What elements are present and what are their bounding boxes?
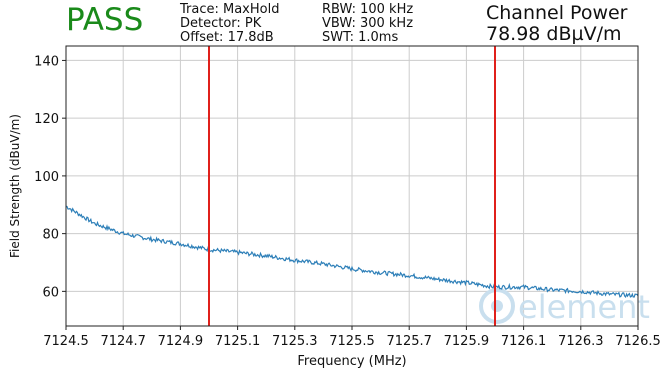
y-tick-labels: 60 80 100 120 140 bbox=[34, 54, 66, 300]
x-tick-label: 7125.9 bbox=[444, 334, 490, 349]
x-tick-label: 7125.1 bbox=[215, 334, 261, 349]
vbw-value: VBW: 300 kHz bbox=[322, 16, 414, 31]
x-tick-label: 7124.7 bbox=[100, 334, 146, 349]
x-tick-label: 7125.7 bbox=[386, 334, 432, 349]
y-tick-label: 100 bbox=[34, 170, 59, 185]
x-tick-label: 7125.3 bbox=[272, 334, 318, 349]
pass-status: PASS bbox=[66, 2, 144, 38]
channel-markers bbox=[208, 46, 496, 326]
maxhold-trace bbox=[65, 205, 639, 299]
trace-mode: Trace: MaxHold bbox=[180, 2, 280, 17]
trace-settings: Trace: MaxHold Detector: PK Offset: 17.8… bbox=[180, 3, 279, 45]
x-tick-label: 7124.5 bbox=[43, 334, 89, 349]
channel-power-readout: Channel Power 78.98 dBµV/m bbox=[486, 3, 628, 45]
x-tick-label: 7125.5 bbox=[329, 334, 375, 349]
rbw-value: RBW: 100 kHz bbox=[322, 2, 414, 17]
x-tick-label: 7126.1 bbox=[501, 334, 547, 349]
x-axis-label: Frequency (MHz) bbox=[297, 354, 406, 369]
detector-mode: Detector: PK bbox=[180, 16, 262, 31]
y-tick-label: 120 bbox=[34, 112, 59, 127]
x-tick-labels: 7124.5 7124.7 7124.9 7125.1 7125.3 7125.5 7125… bbox=[43, 326, 661, 349]
channel-power-title: Channel Power bbox=[486, 2, 628, 24]
y-tick-label: 80 bbox=[42, 228, 59, 243]
x-tick-label: 7126.3 bbox=[558, 334, 604, 349]
y-axis-label: Field Strength (dBuV/m) bbox=[8, 114, 22, 258]
measurement-header: PASS Trace: MaxHold Detector: PK Offset:… bbox=[0, 0, 662, 48]
x-tick-label: 7126.5 bbox=[615, 334, 661, 349]
offset-value: Offset: 17.8dB bbox=[180, 30, 274, 45]
y-tick-label: 60 bbox=[42, 285, 59, 300]
bandwidth-settings: RBW: 100 kHz VBW: 300 kHz SWT: 1.0ms bbox=[322, 3, 413, 45]
swt-value: SWT: 1.0ms bbox=[322, 30, 399, 45]
x-tick-label: 7124.9 bbox=[158, 334, 204, 349]
channel-power-value: 78.98 dBµV/m bbox=[486, 23, 622, 45]
y-tick-label: 140 bbox=[34, 54, 59, 69]
